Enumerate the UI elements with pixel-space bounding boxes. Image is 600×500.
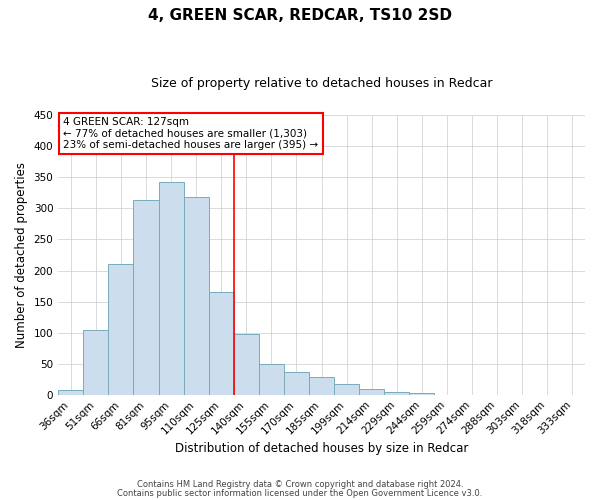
Text: Contains public sector information licensed under the Open Government Licence v3: Contains public sector information licen… <box>118 489 482 498</box>
Text: Contains HM Land Registry data © Crown copyright and database right 2024.: Contains HM Land Registry data © Crown c… <box>137 480 463 489</box>
Bar <box>234 334 259 394</box>
Text: 4, GREEN SCAR, REDCAR, TS10 2SD: 4, GREEN SCAR, REDCAR, TS10 2SD <box>148 8 452 22</box>
Bar <box>259 364 284 394</box>
Text: 4 GREEN SCAR: 127sqm
← 77% of detached houses are smaller (1,303)
23% of semi-de: 4 GREEN SCAR: 127sqm ← 77% of detached h… <box>64 116 319 150</box>
Bar <box>184 196 209 394</box>
Bar <box>309 376 334 394</box>
Bar <box>334 384 359 394</box>
Bar <box>58 390 83 394</box>
Bar <box>158 182 184 394</box>
Bar <box>209 292 234 394</box>
Bar <box>133 200 158 394</box>
Y-axis label: Number of detached properties: Number of detached properties <box>15 162 28 348</box>
Bar <box>284 372 309 394</box>
Bar <box>83 330 109 394</box>
Bar <box>359 389 385 394</box>
X-axis label: Distribution of detached houses by size in Redcar: Distribution of detached houses by size … <box>175 442 468 455</box>
Bar <box>109 264 133 394</box>
Title: Size of property relative to detached houses in Redcar: Size of property relative to detached ho… <box>151 78 493 90</box>
Bar <box>385 392 409 394</box>
